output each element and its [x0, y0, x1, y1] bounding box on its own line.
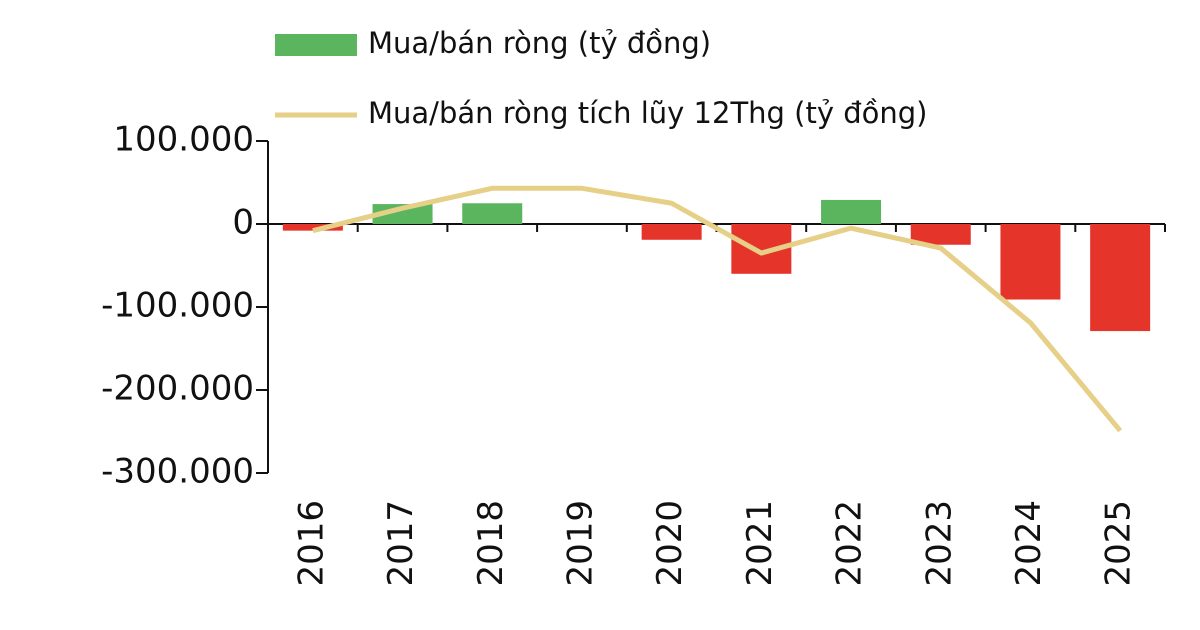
y-tick-label: -100.000 — [101, 286, 254, 326]
legend-label: Mua/bán ròng (tỷ đồng) — [368, 26, 711, 60]
bar — [1090, 224, 1151, 332]
y-tick-label: -200.000 — [101, 369, 254, 409]
y-tick-label: -300.000 — [101, 452, 254, 492]
x-tick-label: 2017 — [381, 500, 421, 587]
bar — [641, 224, 702, 240]
legend-swatch — [275, 34, 357, 56]
x-tick-label: 2018 — [471, 500, 511, 587]
x-tick-label: 2021 — [740, 500, 780, 587]
x-tick-label: 2022 — [830, 500, 870, 587]
line — [312, 185, 1123, 433]
legend-label: Mua/bán ròng tích lũy 12Thg (tỷ đồng) — [368, 96, 927, 130]
bar — [1000, 224, 1061, 300]
bar — [462, 203, 523, 224]
y-tick-label: 100.000 — [113, 120, 254, 160]
x-tick-label: 2016 — [291, 500, 331, 587]
bar — [282, 224, 343, 231]
y-tick-label: 0 — [232, 203, 254, 243]
bar — [910, 224, 971, 245]
x-tick-label: 2025 — [1099, 500, 1139, 587]
bar — [372, 204, 433, 224]
x-tick-label: 2020 — [650, 500, 690, 587]
x-tick-label: 2024 — [1009, 500, 1049, 587]
x-tick-label: 2019 — [560, 500, 600, 587]
bar — [821, 199, 882, 224]
x-tick-label: 2023 — [919, 500, 959, 587]
